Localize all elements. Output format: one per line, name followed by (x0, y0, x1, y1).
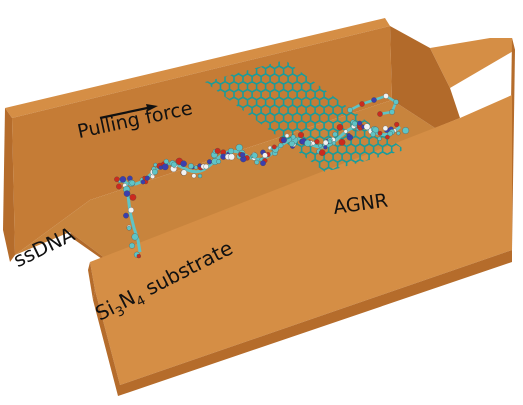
ssdna-atom (288, 140, 295, 147)
right-block-top (430, 38, 515, 88)
ssdna-atom (161, 163, 169, 171)
ssdna-atom (119, 176, 127, 183)
ssdna-atom (396, 131, 401, 136)
ssdna-atom (377, 136, 382, 141)
back-block-top (5, 18, 390, 118)
ssdna-atom (203, 163, 209, 170)
ssdna-atom (332, 131, 338, 138)
left-end-face (3, 108, 15, 262)
ssdna-atom (383, 93, 389, 99)
ssdna-atom (228, 153, 235, 161)
front-block-front (93, 250, 512, 396)
ssdna-atom (262, 152, 268, 159)
ssdna-atom (214, 147, 221, 154)
ssdna-atom (193, 165, 199, 170)
channel-wall (70, 232, 112, 266)
ssdna-atom (372, 126, 379, 134)
ssdna-atom (235, 144, 243, 152)
ssdna-atom (385, 134, 390, 140)
ssdna-atom (191, 173, 197, 179)
ssdna-atom (151, 169, 158, 175)
ssdna-atom (116, 183, 122, 190)
ssdna-atom (216, 159, 221, 164)
ssdna-atom (180, 169, 187, 176)
ssdna-atom (129, 242, 135, 249)
ssdna-atom (280, 137, 287, 144)
ssdna-atom (114, 176, 120, 183)
ssdna-atom (171, 161, 177, 168)
ssdna-atom (336, 124, 344, 131)
ssdna-atom (402, 127, 410, 134)
ssdna-strand (114, 93, 410, 259)
ssdna-atom (239, 152, 246, 158)
ssdna-atom (271, 144, 277, 150)
ssdna-atom (363, 123, 371, 130)
ssdna-atom (351, 120, 358, 127)
ssdna-atom (343, 129, 348, 134)
ssdna-atom (346, 133, 351, 138)
ssdna-atom (377, 130, 383, 136)
ssdna-atom (389, 109, 395, 115)
ssdna-atom (227, 148, 235, 155)
ssdna-atom (260, 160, 266, 167)
ssdna-atom (347, 107, 353, 113)
ssdna-atom (188, 163, 194, 169)
ssdna-atom (278, 142, 284, 148)
ssdna-atom (357, 120, 363, 126)
front-block-top (90, 95, 512, 385)
ssdna-atom (180, 160, 187, 167)
ssdna-atom (123, 212, 129, 219)
ssdna-atom (126, 225, 132, 231)
ssdna-atom (206, 159, 213, 165)
ssdna-atom (123, 190, 131, 197)
channel-floor (15, 100, 460, 262)
ssdna-atom (251, 152, 258, 159)
ssdna-atom (144, 175, 150, 181)
back-block-front (12, 26, 392, 255)
ssdna-atom (129, 193, 137, 201)
ssdna-atom (254, 159, 260, 165)
ssdna-atom (318, 143, 323, 148)
ssdna-atom (290, 134, 296, 140)
ssdna-atom (131, 233, 139, 241)
ssdna-atom (377, 111, 383, 117)
ssdna-atom (359, 101, 365, 107)
ssdna-atom (163, 158, 169, 165)
ssdna-atom (393, 99, 399, 105)
ssdna-atom (297, 131, 305, 139)
front-block-edge (88, 262, 95, 300)
ssdna-atom (129, 180, 136, 186)
ssdna-atom (331, 141, 336, 146)
ssdna-atom (318, 149, 326, 156)
ssdna-atom (140, 179, 146, 185)
right-block-inner-wall (390, 26, 460, 128)
ssdna-atom (327, 139, 333, 144)
ssdna-atom (284, 133, 290, 138)
ssdna-atom (197, 173, 203, 179)
ssdna-atom (128, 207, 135, 214)
ssdna-atom (338, 138, 346, 146)
ssdna-atom (136, 253, 141, 259)
ssdna-atom (370, 131, 376, 137)
ssdna-atom (371, 97, 377, 103)
pulling-force-arrow (99, 104, 158, 120)
ssdna-atom (314, 139, 320, 145)
ssdna-atom (382, 125, 389, 131)
ssdna-atom (323, 145, 328, 150)
ssdna-atom (394, 121, 400, 128)
ssdna-atom (304, 139, 312, 147)
ssdna-atom (387, 130, 393, 137)
